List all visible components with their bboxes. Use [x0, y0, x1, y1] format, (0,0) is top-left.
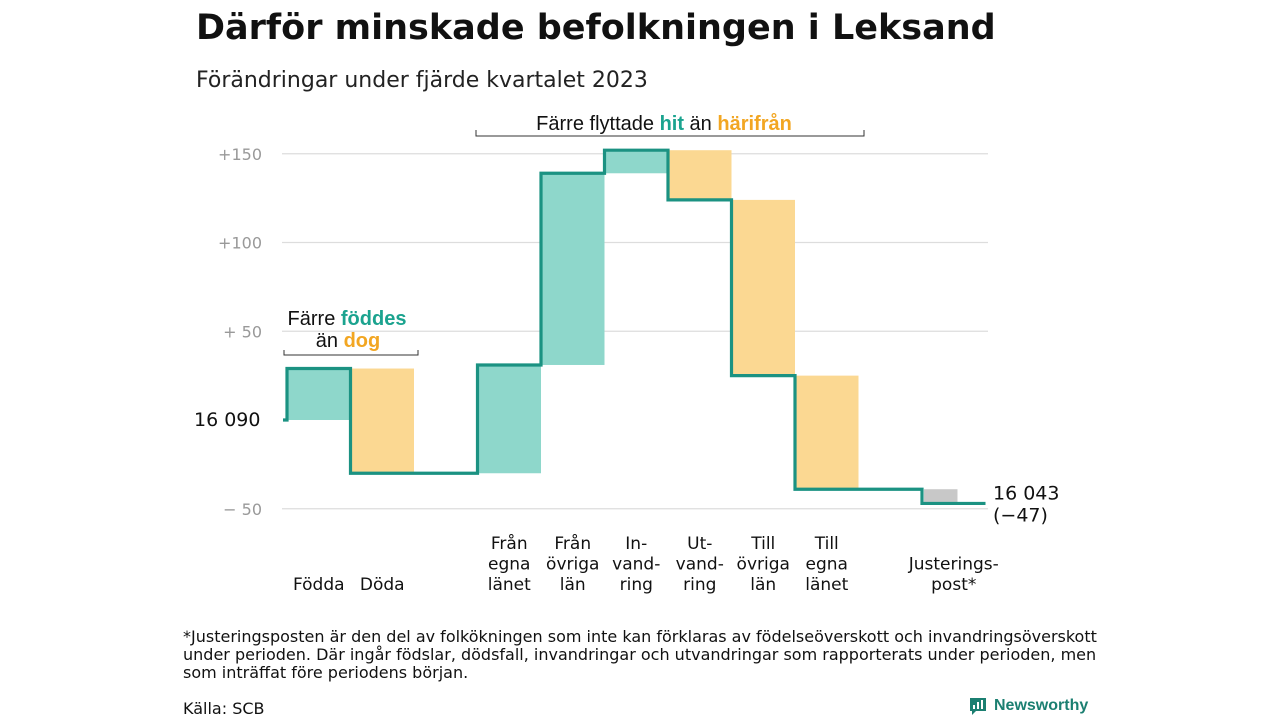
category-label: ring	[683, 575, 716, 595]
category-label: vand-	[676, 555, 724, 575]
category-label: länet	[488, 575, 531, 595]
category-label: Till	[814, 534, 839, 554]
category-label: egna	[488, 555, 530, 575]
annotation-text: än	[316, 330, 344, 352]
waterfall-bar	[731, 199, 795, 376]
annotation-births-line2: än dog	[316, 330, 380, 352]
waterfall-bar	[287, 368, 351, 420]
annotation-bracket	[475, 130, 865, 137]
start-value-label: 16 090	[194, 409, 260, 431]
brand-name: Newsworthy	[994, 697, 1089, 714]
end-value-label: 16 043	[993, 482, 1059, 504]
y-tick-label: − 50	[223, 500, 262, 519]
y-tick-label: +150	[218, 145, 262, 164]
step-line	[283, 148, 986, 506]
waterfall-bar	[924, 489, 958, 504]
chart-title: Därför minskade befolkningen i Leksand	[196, 8, 996, 48]
annotation-text: än	[684, 113, 717, 135]
category-label: länet	[805, 575, 848, 595]
category-label: övriga	[546, 555, 599, 575]
annotation-highlight: dog	[344, 330, 381, 352]
category-label: post*	[931, 575, 976, 595]
category-label: Justerings-	[908, 555, 999, 575]
y-tick-label: + 50	[223, 322, 262, 341]
waterfall-bar	[604, 150, 668, 174]
annotation-highlight: föddes	[341, 308, 407, 330]
chart-subtitle: Förändringar under fjärde kvartalet 2023	[196, 68, 648, 93]
category-label: Till	[750, 534, 775, 554]
annotation-migration: Färre flyttade hit än härifrån	[536, 112, 792, 135]
category-label: In-	[625, 534, 647, 554]
annotation-bracket	[283, 350, 419, 356]
source-label: Källa: SCB	[183, 699, 265, 718]
category-label: Döda	[360, 575, 405, 595]
category-label: ring	[620, 575, 653, 595]
category-label: län	[560, 575, 586, 595]
category-label: egna	[806, 555, 848, 575]
waterfall-bar	[350, 368, 414, 474]
category-label: län	[750, 575, 776, 595]
annotation-births-line1: Färre föddes	[288, 308, 407, 330]
waterfall-bar	[541, 173, 605, 365]
category-label: Från	[554, 533, 591, 554]
end-change-label: (−47)	[993, 504, 1048, 526]
annotation-text: Färre flyttade	[536, 113, 659, 135]
category-label: vand-	[612, 555, 660, 575]
y-tick-label: +100	[218, 234, 262, 253]
category-label: Från	[491, 533, 528, 554]
waterfall-bar	[668, 150, 732, 200]
category-label: övriga	[737, 555, 790, 575]
newsworthy-logo: Newsworthy	[968, 696, 1088, 716]
annotation-text: Färre	[288, 308, 341, 330]
annotation-highlight: hit	[660, 113, 685, 135]
annotation-highlight: härifrån	[717, 112, 791, 135]
waterfall-bar	[477, 364, 541, 474]
newsworthy-icon	[970, 698, 986, 715]
category-label: Ut-	[687, 534, 712, 554]
waterfall-bar	[795, 375, 859, 490]
category-label: Födda	[293, 575, 345, 595]
footnote: *Justeringsposten är den del av folkökni…	[183, 627, 1097, 682]
